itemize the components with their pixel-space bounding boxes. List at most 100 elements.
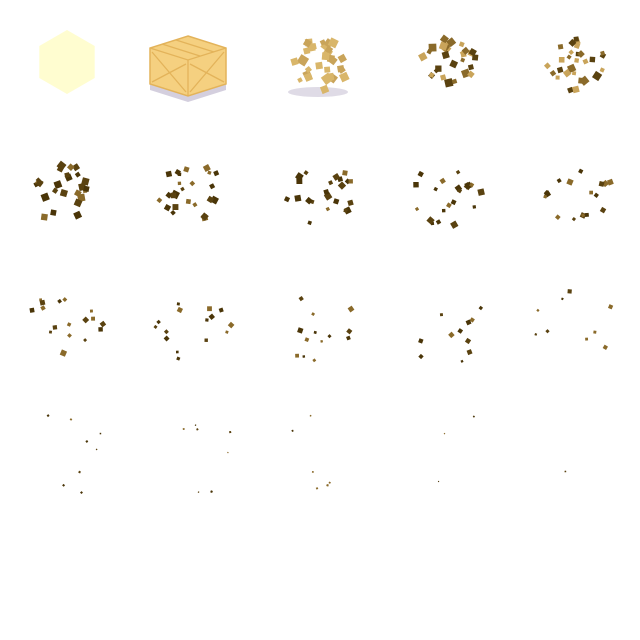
sprite-frame-1 xyxy=(128,0,256,128)
debris-shard xyxy=(66,322,72,327)
debris-shard xyxy=(305,196,313,205)
debris-shard xyxy=(207,170,212,175)
debris-shard xyxy=(439,313,444,317)
debris-shard xyxy=(571,71,577,76)
debris-shard xyxy=(296,54,310,67)
debris-shard xyxy=(192,202,198,208)
debris-shard xyxy=(225,330,229,334)
debris-shard xyxy=(589,190,593,195)
debris-shard xyxy=(81,177,90,186)
sprite-frame-graphic xyxy=(543,168,614,222)
debris-shard xyxy=(413,181,419,188)
debris-shard xyxy=(591,70,603,82)
debris-shard xyxy=(176,306,184,314)
debris-shard xyxy=(89,309,93,313)
debris-shard xyxy=(311,470,314,473)
debris-shard xyxy=(337,181,347,190)
debris-shard xyxy=(302,355,306,358)
debris-shard xyxy=(333,198,340,205)
debris-shard xyxy=(555,75,560,80)
debris-shard xyxy=(319,84,330,95)
debris-shard xyxy=(477,188,485,196)
debris-shard xyxy=(581,213,586,218)
sprite-frame-graphic xyxy=(418,34,479,88)
debris-shard xyxy=(461,46,470,55)
debris-shard xyxy=(59,189,68,198)
debris-shard xyxy=(185,198,191,205)
debris-cluster xyxy=(413,169,485,229)
debris-shard xyxy=(99,432,102,435)
debris-shard xyxy=(72,163,81,172)
debris-shard xyxy=(83,185,90,193)
debris-shard xyxy=(544,190,551,196)
debris-shard xyxy=(196,428,199,431)
sprite-frame-graphic xyxy=(153,302,235,361)
sprite-frame-graphic xyxy=(156,164,220,222)
debris-shard xyxy=(465,319,472,326)
debris-shard xyxy=(311,312,316,317)
debris-shard xyxy=(53,180,63,189)
debris-shard xyxy=(204,338,208,342)
debris-shard xyxy=(562,68,572,78)
debris-shard xyxy=(589,56,596,63)
debris-shard xyxy=(417,170,424,178)
debris-shard xyxy=(315,487,319,490)
debris-shard xyxy=(337,53,347,64)
debris-cluster xyxy=(418,34,479,88)
debris-shard xyxy=(309,414,312,417)
debris-shard xyxy=(328,481,331,484)
debris-shard xyxy=(606,178,614,186)
sprite-frame-15 xyxy=(0,384,128,512)
debris-shard xyxy=(182,427,185,431)
debris-cluster xyxy=(156,164,220,222)
debris-cluster xyxy=(543,36,607,94)
debris-shard xyxy=(572,85,580,94)
debris-shard xyxy=(449,59,459,69)
debris-shard xyxy=(62,483,66,487)
debris-shard xyxy=(566,63,577,74)
debris-shard xyxy=(573,36,580,42)
debris-shard xyxy=(554,214,561,221)
debris-shard xyxy=(73,210,83,220)
sprite-frame-graphic xyxy=(291,414,331,490)
sprite-frame-graphic xyxy=(33,160,90,221)
debris-shard xyxy=(573,42,581,49)
sprite-frame-graphic xyxy=(283,170,354,226)
crate-shadow xyxy=(150,84,226,102)
debris-shard xyxy=(607,304,614,310)
debris-shard xyxy=(95,448,98,451)
sprite-frame-graphic xyxy=(39,30,95,94)
sprite-frame-5 xyxy=(0,128,128,256)
debris-cluster xyxy=(418,305,484,363)
debris-shard xyxy=(579,75,590,86)
debris-shard xyxy=(197,491,200,493)
debris-shard xyxy=(444,78,454,88)
debris-shard xyxy=(450,199,457,206)
debris-shard xyxy=(568,38,577,47)
debris-shard xyxy=(435,219,442,225)
debris-shard xyxy=(170,209,176,216)
debris-shard xyxy=(323,188,330,195)
debris-cluster xyxy=(182,424,232,493)
debris-shard xyxy=(460,359,464,363)
debris-shard xyxy=(170,192,177,199)
debris-shard xyxy=(469,182,475,188)
sprite-frame-graphic xyxy=(534,289,614,350)
debris-shard xyxy=(558,56,565,63)
debris-shard xyxy=(433,186,438,192)
sprite-frame-17 xyxy=(256,384,384,512)
debris-shard xyxy=(418,353,424,360)
debris-shard xyxy=(80,491,83,495)
debris-shard xyxy=(437,480,440,483)
debris-shard xyxy=(593,192,599,198)
debris-cluster xyxy=(295,295,355,363)
debris-shard xyxy=(472,205,477,209)
debris-shard xyxy=(40,305,46,311)
debris-shard xyxy=(567,86,574,94)
debris-shard xyxy=(468,47,477,57)
sprite-frame-graphic xyxy=(564,470,567,473)
sprite-frame-graphic xyxy=(182,424,232,493)
debris-shard xyxy=(566,54,572,60)
debris-shard xyxy=(52,325,58,330)
debris-shard xyxy=(313,330,317,335)
